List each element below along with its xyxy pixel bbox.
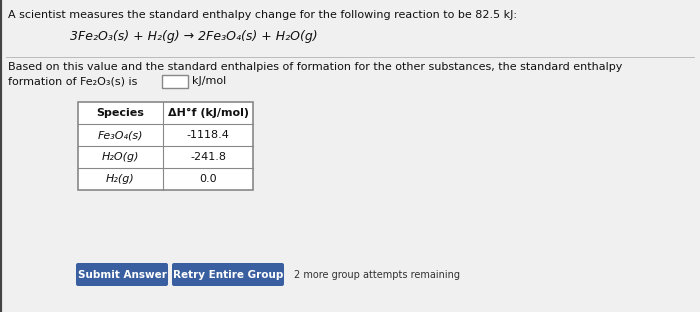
Text: 2 more group attempts remaining: 2 more group attempts remaining — [294, 270, 460, 280]
Text: Fe₃O₄(s): Fe₃O₄(s) — [98, 130, 144, 140]
FancyBboxPatch shape — [78, 102, 253, 190]
Text: A scientist measures the standard enthalpy change for the following reaction to : A scientist measures the standard enthal… — [8, 10, 517, 20]
Text: -241.8: -241.8 — [190, 152, 226, 162]
Text: formation of Fe₂O₃(s) is: formation of Fe₂O₃(s) is — [8, 76, 137, 86]
Text: H₂O(g): H₂O(g) — [102, 152, 139, 162]
FancyBboxPatch shape — [162, 75, 188, 88]
Text: 0.0: 0.0 — [199, 174, 217, 184]
Text: Retry Entire Group: Retry Entire Group — [173, 270, 284, 280]
Text: Species: Species — [97, 108, 144, 118]
FancyBboxPatch shape — [172, 263, 284, 286]
Text: H₂(g): H₂(g) — [106, 174, 135, 184]
Text: -1118.4: -1118.4 — [187, 130, 230, 140]
Text: kJ/mol: kJ/mol — [192, 76, 226, 86]
Text: ΔH°f (kJ/mol): ΔH°f (kJ/mol) — [167, 108, 248, 118]
Text: Based on this value and the standard enthalpies of formation for the other subst: Based on this value and the standard ent… — [8, 62, 622, 72]
FancyBboxPatch shape — [76, 263, 168, 286]
Text: 3Fe₂O₃(s) + H₂(g) → 2Fe₃O₄(s) + H₂O(g): 3Fe₂O₃(s) + H₂(g) → 2Fe₃O₄(s) + H₂O(g) — [70, 30, 318, 43]
Text: Submit Answer: Submit Answer — [78, 270, 167, 280]
